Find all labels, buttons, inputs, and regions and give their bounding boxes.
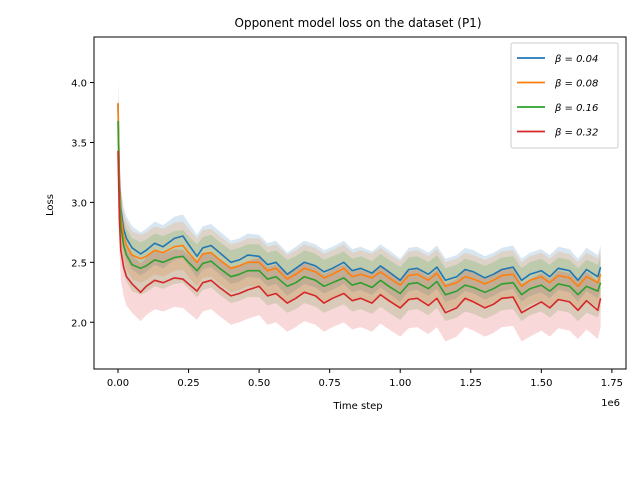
y-tick-label: 2.5 — [71, 258, 87, 269]
legend-label-1: β = 0.08 — [554, 79, 598, 90]
legend-label-2: β = 0.16 — [554, 103, 598, 114]
x-axis-offset-label: 1e6 — [601, 398, 620, 409]
series-band-2 — [118, 94, 601, 322]
plot-frame — [93, 36, 627, 370]
legend-label-0: β = 0.04 — [554, 54, 598, 65]
x-tick-label: 0.50 — [248, 378, 270, 389]
x-tick-label: 0.25 — [177, 378, 199, 389]
legend-label-3: β = 0.32 — [554, 128, 598, 139]
legend-box — [510, 42, 619, 149]
x-tick-label: 0.75 — [319, 378, 341, 389]
series-band-1 — [118, 78, 601, 311]
y-axis-label: Loss — [45, 194, 56, 216]
series-band-3 — [118, 122, 601, 342]
y-tick-label: 3.5 — [71, 138, 87, 149]
x-tick-label: 1.75 — [601, 378, 623, 389]
series-line-2 — [117, 120, 602, 296]
chart-title: Opponent model loss on the dataset (P1) — [235, 16, 482, 30]
y-tick-label: 2.0 — [71, 318, 87, 329]
series-line-0 — [117, 104, 602, 282]
series-line-1 — [117, 102, 602, 288]
plot-area: 0.00 0.25 0.50 0.75 1.00 1.25 1.50 1.75 2.0 2.5 3.… — [71, 36, 627, 389]
y-tick-label: 3.0 — [71, 198, 87, 209]
x-tick-label: 0.00 — [107, 378, 129, 389]
series-line-3 — [117, 150, 602, 314]
x-axis-label: Time step — [332, 401, 382, 412]
series-band-0 — [118, 82, 601, 302]
x-tick-label: 1.50 — [530, 378, 552, 389]
legend: β = 0.04 β = 0.08 β = 0.16 β = 0.32 — [510, 42, 619, 149]
y-tick-label: 4.0 — [71, 79, 87, 90]
x-tick-label: 1.00 — [389, 378, 411, 389]
x-tick-label: 1.25 — [460, 378, 482, 389]
